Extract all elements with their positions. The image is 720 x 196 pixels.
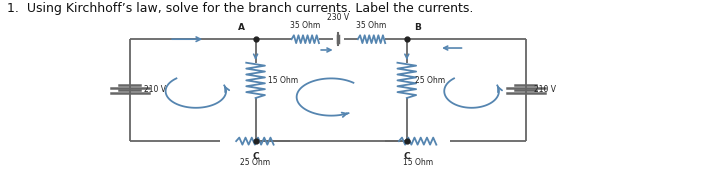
Text: 230 V: 230 V xyxy=(328,13,349,22)
Text: 25 Ohm: 25 Ohm xyxy=(240,158,270,167)
Text: C: C xyxy=(252,152,259,161)
Text: 35 Ohm: 35 Ohm xyxy=(290,21,320,30)
Text: 35 Ohm: 35 Ohm xyxy=(356,21,387,30)
Text: A: A xyxy=(238,23,245,32)
Text: 1.  Using Kirchhoff’s law, solve for the branch currents. Label the currents.: 1. Using Kirchhoff’s law, solve for the … xyxy=(7,2,474,15)
Text: 210 V: 210 V xyxy=(534,85,557,94)
Text: C: C xyxy=(403,152,410,161)
Text: B: B xyxy=(414,23,421,32)
Text: 15 Ohm: 15 Ohm xyxy=(402,158,433,167)
Text: 15 Ohm: 15 Ohm xyxy=(268,76,298,85)
Text: 25 Ohm: 25 Ohm xyxy=(415,76,446,85)
Text: 210 V: 210 V xyxy=(144,85,166,94)
